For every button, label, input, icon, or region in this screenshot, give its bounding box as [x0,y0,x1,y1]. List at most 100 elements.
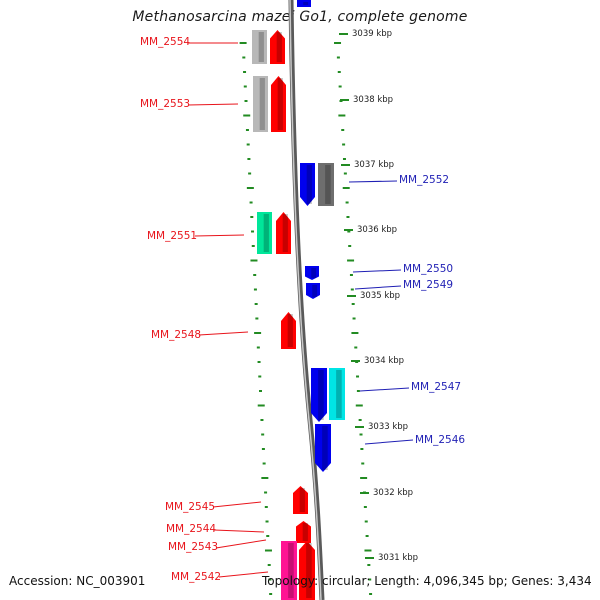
tick [342,158,346,160]
tick [360,448,364,450]
gene-label: MM_2542 [171,571,221,583]
gene-MM_2548 [281,312,296,349]
tick [254,332,262,334]
gene-labels: MM_2554 MM_2553 MM_2552 MM_2551 MM_2550 MM_25… [140,36,465,583]
tick [258,375,262,378]
gene-MM_2547-cyan [329,368,345,420]
tick [251,230,255,233]
kbp-label: 3038 kbp [353,95,393,105]
tick-marks [239,42,373,595]
tick [355,404,363,407]
kbp-tick [347,295,356,297]
tick [246,187,254,189]
gene-MM_2545 [293,486,308,514]
tick [259,390,262,392]
tick [350,288,354,291]
tick [261,477,269,479]
kbp-tick [355,426,364,428]
tick [338,85,342,88]
tick [262,462,266,465]
tick [352,317,356,320]
kbp-label: 3039 kbp [352,29,392,39]
kbp-label: 3037 kbp [354,160,394,170]
gene-MM_2552 [300,163,315,206]
tick [245,129,249,131]
gene-MM_2552-grey [318,163,334,206]
gene-label: MM_2551 [147,230,197,242]
leader-line [364,439,414,445]
gene-MM_2551 [276,212,291,254]
tick [243,114,251,117]
gene-features [252,0,345,600]
tick [337,71,341,73]
leader-line [354,285,402,290]
gene-label: MM_2545 [165,501,215,513]
gene-label: MM_2543 [168,541,218,553]
tick [253,288,257,291]
kbp-tick [365,557,374,559]
tick [343,172,347,175]
tick [349,274,353,276]
leader-line [352,269,402,273]
gene-MM_2546 [315,424,331,472]
tick [261,433,265,436]
gene-label: MM_2549 [403,279,453,291]
leader-line [348,180,398,183]
tick [346,216,350,218]
kbp-tick [360,492,369,494]
tick [253,274,257,276]
tick [347,259,355,262]
gene-MM_2547 [311,368,327,422]
gene-label: MM_2550 [403,263,453,275]
kbp-tick [339,33,348,35]
tick [265,520,269,523]
tick [266,535,270,537]
tick [257,361,261,363]
gene-label: MM_2546 [415,434,465,446]
tick [342,143,346,146]
summary-text: Topology: circular; Length: 4,096,345 bp… [262,574,592,588]
gene-MM_2543 [299,541,315,600]
tick [361,462,365,465]
tick [255,317,259,320]
tick [267,564,271,566]
tick [338,114,346,117]
tick [368,578,372,581]
tick [268,578,272,581]
genome-title: Methanosarcina mazei Go1, complete genom… [132,9,468,25]
tick [367,564,371,566]
tick [257,404,265,407]
tick [242,56,246,59]
tick [334,42,342,44]
leader-line [194,234,245,237]
leader-line [215,539,267,549]
kbp-tick [344,229,353,231]
leader-line [359,387,410,392]
kbp-label: 3033 kbp [368,422,408,432]
kbp-label: 3036 kbp [357,225,397,235]
gene-MM_2554 [270,30,285,64]
tick [256,346,260,349]
tick [341,129,345,131]
tick [264,491,268,494]
tick [264,549,272,552]
gene-label: MM_2548 [151,329,201,341]
tick [261,448,265,450]
tick [249,201,253,204]
tick [342,187,350,189]
tick [244,100,248,102]
kbp-label: 3032 kbp [373,488,413,498]
tick [347,230,351,233]
tick [356,390,360,392]
leader-line [212,501,262,508]
tick [264,506,268,508]
gene-label: MM_2553 [140,98,190,110]
tick [254,303,258,305]
kbp-tick [341,164,350,166]
gene-MM_2553 [271,76,286,132]
tick [348,245,352,247]
kbp-label: 3031 kbp [378,553,418,563]
gene-label: MM_2554 [140,36,190,48]
tick [356,375,360,378]
